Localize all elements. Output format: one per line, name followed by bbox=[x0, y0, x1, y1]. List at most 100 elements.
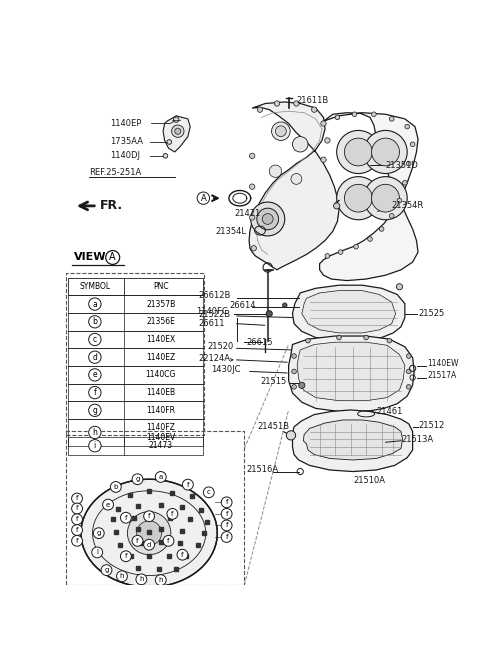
Circle shape bbox=[282, 303, 287, 307]
Circle shape bbox=[276, 125, 286, 137]
Circle shape bbox=[325, 254, 330, 258]
Text: g: g bbox=[96, 530, 101, 536]
Circle shape bbox=[72, 493, 83, 504]
Circle shape bbox=[321, 157, 326, 162]
Circle shape bbox=[324, 138, 330, 143]
Text: 26611: 26611 bbox=[198, 319, 225, 328]
Circle shape bbox=[221, 497, 232, 508]
Circle shape bbox=[101, 565, 112, 576]
Polygon shape bbox=[320, 113, 418, 281]
Text: 21354R: 21354R bbox=[392, 202, 424, 210]
Text: REF.25-251A: REF.25-251A bbox=[89, 168, 142, 177]
Text: f: f bbox=[187, 482, 189, 487]
Circle shape bbox=[72, 525, 83, 535]
Text: 1735AA: 1735AA bbox=[110, 137, 144, 147]
Circle shape bbox=[93, 528, 104, 539]
Circle shape bbox=[92, 547, 103, 558]
Circle shape bbox=[250, 153, 255, 158]
Circle shape bbox=[352, 112, 357, 116]
Text: f: f bbox=[167, 538, 170, 544]
Circle shape bbox=[167, 140, 172, 145]
Text: f: f bbox=[94, 388, 96, 397]
Circle shape bbox=[221, 509, 232, 519]
Polygon shape bbox=[292, 410, 413, 472]
Text: 21515: 21515 bbox=[260, 377, 286, 386]
Circle shape bbox=[89, 333, 101, 346]
Circle shape bbox=[251, 202, 285, 236]
Text: b: b bbox=[93, 317, 97, 327]
Circle shape bbox=[137, 521, 162, 545]
Text: f: f bbox=[226, 522, 228, 528]
Text: 1430JC: 1430JC bbox=[211, 365, 240, 374]
Circle shape bbox=[345, 138, 372, 166]
Circle shape bbox=[156, 575, 166, 585]
Text: e: e bbox=[93, 371, 97, 379]
Circle shape bbox=[407, 161, 411, 166]
Circle shape bbox=[321, 121, 326, 126]
Circle shape bbox=[269, 165, 282, 177]
Text: 21520: 21520 bbox=[207, 342, 233, 351]
Bar bbox=[68, 419, 204, 445]
Circle shape bbox=[250, 215, 255, 220]
Text: 21356E: 21356E bbox=[146, 317, 175, 327]
Text: 1140FZ
1140EV: 1140FZ 1140EV bbox=[146, 422, 175, 442]
Circle shape bbox=[286, 431, 296, 440]
Text: 21421: 21421 bbox=[234, 209, 261, 218]
Circle shape bbox=[89, 404, 101, 417]
Text: 1140FR: 1140FR bbox=[146, 406, 175, 415]
Circle shape bbox=[389, 116, 394, 121]
Polygon shape bbox=[288, 336, 414, 411]
Circle shape bbox=[397, 198, 402, 203]
Text: g: g bbox=[135, 476, 140, 482]
Bar bbox=[68, 330, 204, 348]
Text: 1140EB: 1140EB bbox=[146, 388, 175, 397]
Circle shape bbox=[354, 244, 359, 249]
Circle shape bbox=[89, 386, 101, 399]
Circle shape bbox=[372, 138, 399, 166]
Bar bbox=[68, 313, 204, 330]
Text: 1140EZ: 1140EZ bbox=[146, 353, 175, 362]
Text: A: A bbox=[109, 252, 116, 263]
Text: f: f bbox=[76, 495, 78, 501]
Circle shape bbox=[336, 335, 341, 340]
Circle shape bbox=[177, 549, 188, 560]
Text: b: b bbox=[114, 484, 118, 490]
Circle shape bbox=[132, 474, 143, 485]
Text: 21516A: 21516A bbox=[246, 466, 278, 474]
Circle shape bbox=[257, 107, 263, 112]
Text: 22124A: 22124A bbox=[198, 354, 230, 363]
Text: c: c bbox=[93, 335, 97, 344]
Bar bbox=[68, 348, 204, 366]
Circle shape bbox=[387, 338, 392, 343]
Text: f: f bbox=[171, 511, 174, 517]
Circle shape bbox=[136, 574, 147, 585]
Text: l: l bbox=[96, 549, 98, 555]
Circle shape bbox=[403, 181, 407, 185]
Text: 21461: 21461 bbox=[376, 407, 403, 416]
Circle shape bbox=[167, 509, 178, 519]
Text: h: h bbox=[120, 574, 124, 579]
Circle shape bbox=[292, 369, 296, 374]
Circle shape bbox=[266, 311, 272, 317]
Circle shape bbox=[132, 535, 143, 546]
Bar bbox=[68, 401, 204, 419]
Circle shape bbox=[103, 499, 113, 510]
Text: 1140EW: 1140EW bbox=[427, 359, 459, 368]
Bar bbox=[68, 366, 204, 384]
Circle shape bbox=[336, 177, 380, 219]
Circle shape bbox=[221, 532, 232, 543]
Circle shape bbox=[334, 203, 340, 209]
Text: 1140EP: 1140EP bbox=[110, 119, 142, 128]
Bar bbox=[68, 277, 204, 295]
Text: f: f bbox=[125, 553, 127, 559]
Circle shape bbox=[336, 131, 380, 173]
Circle shape bbox=[89, 298, 101, 310]
Text: 21513A: 21513A bbox=[401, 435, 433, 443]
Text: g: g bbox=[93, 406, 97, 415]
Polygon shape bbox=[81, 479, 217, 587]
Text: e: e bbox=[106, 502, 110, 508]
Circle shape bbox=[257, 208, 278, 230]
Circle shape bbox=[172, 125, 184, 137]
Text: h: h bbox=[139, 576, 144, 582]
Circle shape bbox=[156, 472, 166, 482]
